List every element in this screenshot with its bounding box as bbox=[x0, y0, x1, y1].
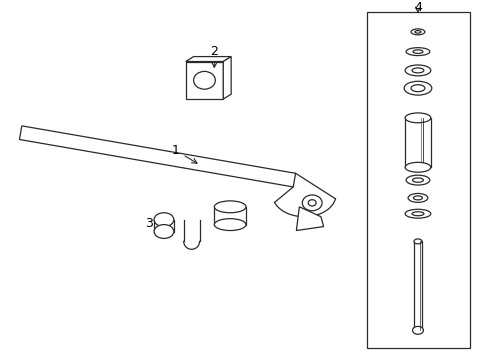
Ellipse shape bbox=[404, 113, 430, 123]
Ellipse shape bbox=[404, 65, 430, 76]
Ellipse shape bbox=[405, 175, 429, 185]
Polygon shape bbox=[223, 57, 231, 99]
Bar bbox=[185, 62, 223, 99]
Ellipse shape bbox=[154, 213, 173, 226]
Ellipse shape bbox=[404, 162, 430, 172]
Polygon shape bbox=[296, 207, 323, 230]
Ellipse shape bbox=[407, 193, 427, 202]
Ellipse shape bbox=[410, 85, 424, 92]
Ellipse shape bbox=[411, 68, 423, 73]
Ellipse shape bbox=[412, 327, 423, 334]
Ellipse shape bbox=[414, 31, 420, 33]
Ellipse shape bbox=[302, 195, 322, 211]
Text: 3: 3 bbox=[145, 217, 171, 230]
Polygon shape bbox=[214, 207, 245, 225]
Ellipse shape bbox=[307, 200, 316, 206]
Ellipse shape bbox=[404, 209, 430, 218]
Ellipse shape bbox=[411, 212, 423, 216]
Ellipse shape bbox=[412, 178, 423, 182]
Ellipse shape bbox=[412, 50, 422, 53]
Text: 1: 1 bbox=[171, 144, 197, 163]
Polygon shape bbox=[185, 57, 231, 62]
Polygon shape bbox=[413, 242, 421, 330]
Text: 2: 2 bbox=[210, 45, 218, 67]
Ellipse shape bbox=[403, 81, 431, 95]
Ellipse shape bbox=[413, 239, 421, 244]
Ellipse shape bbox=[413, 196, 422, 200]
Polygon shape bbox=[154, 220, 173, 231]
Ellipse shape bbox=[214, 219, 245, 230]
Ellipse shape bbox=[154, 225, 173, 238]
Ellipse shape bbox=[410, 29, 424, 35]
Polygon shape bbox=[20, 126, 295, 187]
Ellipse shape bbox=[405, 48, 429, 55]
Text: 4: 4 bbox=[413, 1, 421, 14]
Ellipse shape bbox=[193, 71, 215, 89]
Ellipse shape bbox=[214, 201, 245, 213]
Polygon shape bbox=[404, 118, 430, 167]
Bar bbox=[366, 12, 469, 348]
